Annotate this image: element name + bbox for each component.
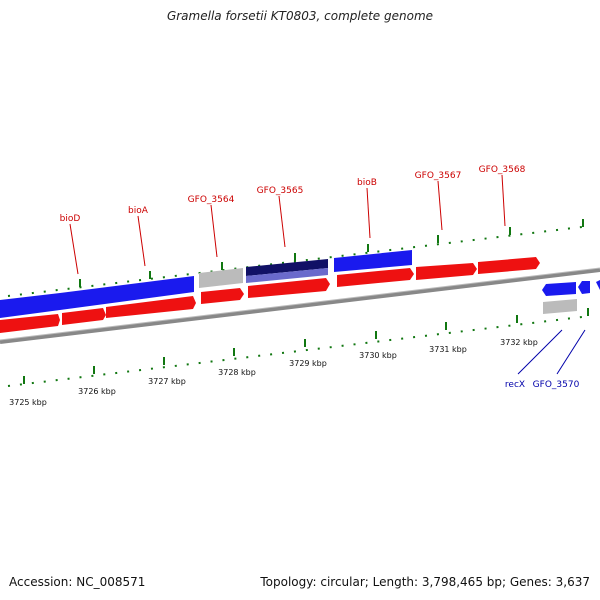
genome-backbone (0, 268, 600, 344)
kbp-label: 3726 kbp (78, 387, 116, 396)
cds-track (0, 257, 540, 333)
gene-gfo-3570-arrow (578, 281, 590, 294)
kbp-label: 3727 kbp (148, 377, 186, 386)
gene-label-recx: recX (505, 380, 525, 390)
gene-bioa (60, 276, 194, 310)
kbp-labels: 3725 kbp 3726 kbp 3727 kbp 3728 kbp 3729… (9, 338, 538, 407)
gene-label-gfo-3568: GFO_3568 (479, 165, 526, 175)
cds-gfo-3564 (201, 288, 244, 304)
gene-label-gfo-3567: GFO_3567 (415, 171, 462, 181)
gene-label-gfo-3564: GFO_3564 (188, 195, 235, 205)
gene-gfo-3565-lower (246, 268, 328, 283)
reverse-gene-labels: recX GFO_3570 (505, 380, 580, 390)
cds-gfo-3565 (248, 278, 330, 298)
cds-bioa-small (62, 308, 106, 325)
forward-scale-ticks (7, 219, 591, 297)
kbp-label: 3731 kbp (429, 345, 467, 354)
cds-bioa (106, 296, 196, 318)
kbp-label: 3725 kbp (9, 398, 47, 407)
accession-text: Accession: NC_008571 (9, 575, 146, 589)
gene-recx-arrow (542, 282, 576, 296)
cds-gfo-3567 (416, 263, 477, 280)
kbp-label: 3730 kbp (359, 351, 397, 360)
forward-label-lines (69, 174, 506, 275)
gene-label-biod: bioD (60, 214, 81, 224)
reverse-genes (542, 280, 600, 314)
genome-summary-text: Topology: circular; Length: 3,798,465 bp… (260, 575, 590, 589)
gene-biod (0, 293, 60, 318)
gene-gfo-3564 (199, 268, 243, 288)
gene-label-biob: bioB (357, 178, 377, 188)
gene-label-gfo-3565: GFO_3565 (257, 186, 304, 196)
gene-track (0, 250, 412, 318)
forward-gene-labels: bioD bioA GFO_3564 GFO_3565 bioB GFO_356… (60, 165, 526, 224)
gene-gfo-3565 (246, 259, 328, 276)
kbp-label: 3729 kbp (289, 359, 327, 368)
cds-biod (0, 314, 60, 333)
gene-label-bioa: bioA (128, 206, 149, 216)
cds-gfo-3568 (478, 257, 540, 274)
map-title: Gramella forsetii KT0803, complete genom… (166, 9, 434, 23)
reverse-label-lines (517, 329, 586, 375)
gene-partial (596, 280, 600, 290)
gene-recx-gray (543, 299, 577, 314)
gene-biob (334, 250, 412, 272)
cds-biob (337, 268, 414, 287)
gene-label-gfo-3570: GFO_3570 (533, 380, 580, 390)
kbp-label: 3732 kbp (500, 338, 538, 347)
genome-backbone-highlight (0, 267, 600, 341)
kbp-label: 3728 kbp (218, 368, 256, 377)
kbp-scale (7, 308, 591, 387)
